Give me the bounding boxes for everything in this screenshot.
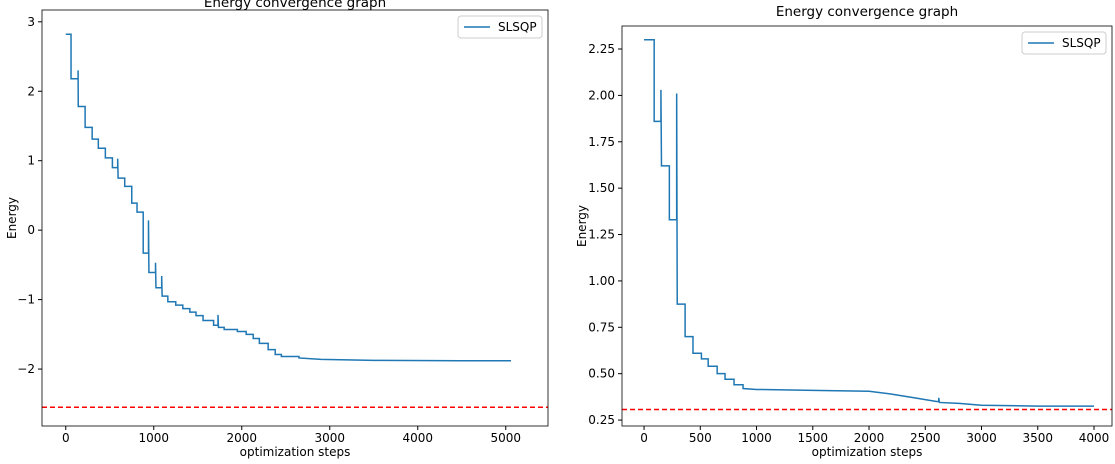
plot-frame [621, 25, 1113, 427]
plot-frame [41, 9, 549, 427]
y-tick-label: 2 [27, 84, 35, 98]
chart-title: Energy convergence graph [204, 0, 386, 11]
x-tick-label: 4000 [402, 431, 433, 445]
x-tick-label: 0 [640, 431, 648, 445]
x-axis-label: optimization steps [812, 445, 923, 459]
y-tick-label: 3 [27, 15, 35, 29]
x-tick-label: 1500 [798, 431, 829, 445]
chart-title: Energy convergence graph [776, 4, 958, 20]
y-tick-label: 0.25 [588, 413, 615, 427]
x-tick-label: 0 [62, 431, 70, 445]
y-tick-label: 1 [27, 154, 35, 168]
y-tick-label: 2.25 [588, 42, 615, 56]
x-tick-label: 2000 [854, 431, 885, 445]
y-tick-label: 1.25 [588, 228, 615, 242]
y-tick-label: 0 [27, 223, 35, 237]
x-tick-label: 5000 [490, 431, 521, 445]
x-tick-label: 500 [689, 431, 712, 445]
x-tick-label: 3000 [966, 431, 997, 445]
y-axis-label: Energy [5, 197, 19, 239]
y-tick-label: 1.00 [588, 274, 615, 288]
x-tick-label: 3500 [1022, 431, 1053, 445]
data-line [65, 33, 512, 362]
x-tick-label: 4000 [1079, 431, 1110, 445]
y-tick-label: 2.00 [588, 88, 615, 102]
x-axis-label: optimization steps [240, 445, 351, 459]
x-tick-label: 1000 [741, 431, 772, 445]
y-tick-label: 0.75 [588, 320, 615, 334]
x-tick-label: 1000 [138, 431, 169, 445]
y-tick-label: 0.50 [588, 367, 615, 381]
legend-box [1021, 31, 1107, 55]
x-tick-label: 2500 [910, 431, 941, 445]
y-tick-label: −2 [17, 362, 35, 376]
legend-box [457, 15, 543, 39]
legend-label: SLSQP [1062, 36, 1101, 50]
x-tick-label: 3000 [314, 431, 345, 445]
y-tick-label: −1 [17, 293, 35, 307]
legend-label: SLSQP [498, 20, 537, 34]
y-axis-label: Energy [575, 205, 589, 247]
y-tick-label: 1.50 [588, 181, 615, 195]
x-tick-label: 2000 [226, 431, 257, 445]
data-line [644, 38, 1094, 407]
y-tick-label: 1.75 [588, 135, 615, 149]
